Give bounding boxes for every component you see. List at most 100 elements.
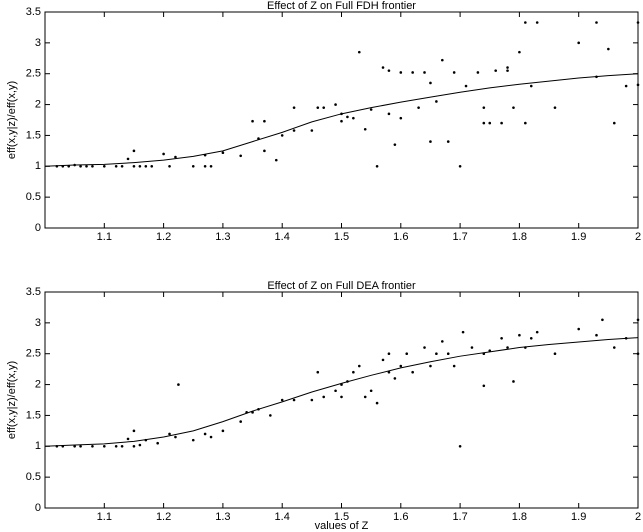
point — [150, 164, 154, 168]
y-tick-label: 1 — [35, 440, 41, 452]
point — [601, 318, 604, 322]
y-tick-label: 3 — [35, 317, 41, 329]
point — [191, 438, 195, 442]
point — [316, 106, 320, 109]
point — [612, 121, 616, 125]
y-tick-label: 3.5 — [26, 6, 41, 18]
x-tick-label: 1.6 — [393, 231, 408, 243]
y-tick-label: 0 — [35, 222, 41, 234]
point — [203, 164, 207, 168]
point — [209, 164, 213, 168]
point — [595, 21, 598, 24]
point — [494, 69, 497, 72]
point — [280, 398, 284, 402]
point — [636, 21, 640, 24]
point — [441, 340, 444, 343]
point — [500, 121, 503, 125]
x-tick-label: 1.5 — [334, 231, 349, 243]
point — [535, 21, 539, 24]
point — [363, 395, 367, 399]
point — [322, 395, 326, 399]
point — [488, 121, 492, 125]
point — [387, 370, 391, 374]
point — [375, 164, 379, 168]
point — [221, 151, 225, 155]
fit-line — [44, 73, 639, 167]
point — [607, 47, 610, 51]
point — [524, 121, 527, 125]
y-tick-label: 0.5 — [26, 471, 41, 483]
point — [168, 164, 171, 168]
point — [464, 84, 468, 88]
x-tick-label: 1.6 — [393, 511, 408, 523]
point — [387, 112, 391, 116]
point — [177, 383, 180, 386]
y-axis-label: eff(x,y|z)/eff(x,y) — [6, 81, 18, 159]
point — [506, 69, 509, 72]
point — [120, 444, 124, 448]
point — [310, 398, 314, 402]
y-tick-label: 2.5 — [26, 348, 41, 360]
point — [399, 71, 403, 74]
point — [316, 370, 320, 374]
point — [346, 115, 349, 119]
point — [138, 443, 142, 447]
point — [174, 435, 177, 439]
point — [506, 346, 509, 349]
point — [429, 81, 432, 85]
point — [405, 352, 409, 356]
x-tick-label: 1.1 — [97, 231, 112, 243]
y-tick-label: 2 — [35, 378, 41, 390]
point — [280, 134, 284, 137]
point — [417, 106, 420, 109]
point — [334, 103, 337, 106]
point — [470, 346, 474, 349]
y-tick-label: 0.5 — [26, 191, 41, 203]
point — [535, 330, 539, 334]
point — [369, 389, 373, 393]
x-tick-label: 1.7 — [452, 511, 467, 523]
point — [512, 380, 515, 383]
point — [435, 100, 438, 103]
point — [636, 318, 640, 322]
x-tick-label: 1.4 — [275, 511, 290, 523]
point — [357, 364, 361, 368]
point — [263, 149, 266, 153]
point — [518, 50, 521, 54]
x-tick-label: 1.2 — [156, 231, 171, 243]
fit-line — [44, 337, 639, 447]
x-tick-label: 1.1 — [97, 511, 112, 523]
x-tick-label: 2 — [635, 511, 641, 523]
y-tick-label: 1 — [35, 160, 41, 172]
point — [411, 370, 414, 374]
point — [381, 358, 385, 362]
y-tick-label: 0 — [35, 502, 41, 514]
point — [91, 164, 94, 168]
y-tick-label: 3 — [35, 37, 41, 49]
point — [191, 164, 195, 168]
point — [292, 129, 296, 132]
point — [482, 106, 486, 109]
point — [461, 330, 465, 334]
point — [636, 352, 640, 356]
point — [476, 71, 480, 74]
point — [209, 435, 213, 439]
point — [506, 66, 509, 69]
point — [411, 71, 414, 74]
point — [458, 164, 462, 168]
point — [500, 336, 503, 340]
point — [334, 389, 337, 393]
point — [340, 395, 343, 399]
chart-title: Effect of Z on Full FDH frontier — [267, 0, 416, 12]
point — [577, 41, 580, 45]
point — [393, 143, 397, 146]
point — [524, 21, 527, 24]
point — [73, 444, 76, 448]
point — [429, 140, 432, 143]
x-tick-label: 1.3 — [215, 231, 230, 243]
point — [452, 71, 456, 74]
point — [612, 346, 616, 349]
x-axis-label: values of Z — [315, 520, 369, 532]
point — [375, 401, 379, 405]
point — [162, 152, 165, 156]
